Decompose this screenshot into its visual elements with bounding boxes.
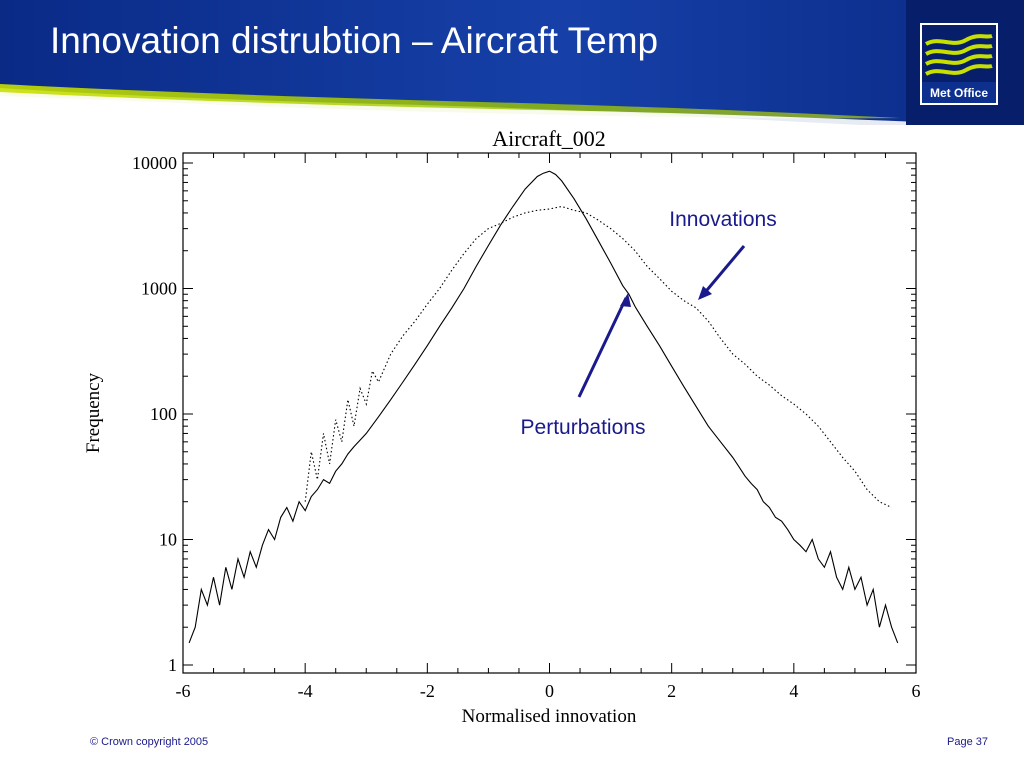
y-tick-label: 1000 [141, 279, 177, 299]
x-tick-label: -4 [298, 681, 313, 701]
plot-frame [182, 152, 917, 674]
x-tick-label: 0 [545, 681, 554, 701]
series-layer [188, 170, 899, 644]
innovations-annotation: Innovations [669, 208, 776, 231]
copyright-footer: © Crown copyright 2005 [90, 736, 209, 748]
perturbations-arrowhead [620, 293, 631, 307]
axis-ticks [182, 153, 917, 673]
y-tick-labels: 1 10 100 1000 10000 [132, 153, 177, 675]
x-tick-label: -6 [176, 681, 191, 701]
chart-title: Aircraft_002 [492, 126, 606, 151]
y-tick-label: 100 [150, 404, 177, 424]
slide-title: Innovation distrubtion – Aircraft Temp [50, 20, 659, 61]
met-office-waves-icon [920, 23, 998, 105]
series-innovations-line [304, 205, 892, 508]
met-office-logo: Met Office [929, 86, 988, 100]
y-axis-label: Frequency [83, 372, 104, 453]
perturbations-arrow [577, 297, 628, 398]
y-tick-label: 1 [168, 655, 177, 675]
page-number: Page 37 [947, 736, 988, 748]
innovations-arrow [700, 245, 746, 297]
x-tick-label: 2 [667, 681, 676, 701]
slide-header [0, 0, 1024, 125]
y-tick-label: 10 [159, 530, 177, 550]
x-tick-label: 4 [789, 681, 798, 701]
x-axis-label: Normalised innovation [462, 706, 637, 727]
x-tick-label: -2 [420, 681, 435, 701]
y-tick-label: 10000 [132, 153, 177, 173]
x-tick-labels: -6 -4 -2 0 2 4 6 [176, 681, 921, 701]
perturbations-annotation: Perturbations [521, 416, 646, 439]
series-perturbations-line [188, 170, 899, 644]
innovations-arrowhead [698, 286, 712, 300]
x-tick-label: 6 [912, 681, 921, 701]
